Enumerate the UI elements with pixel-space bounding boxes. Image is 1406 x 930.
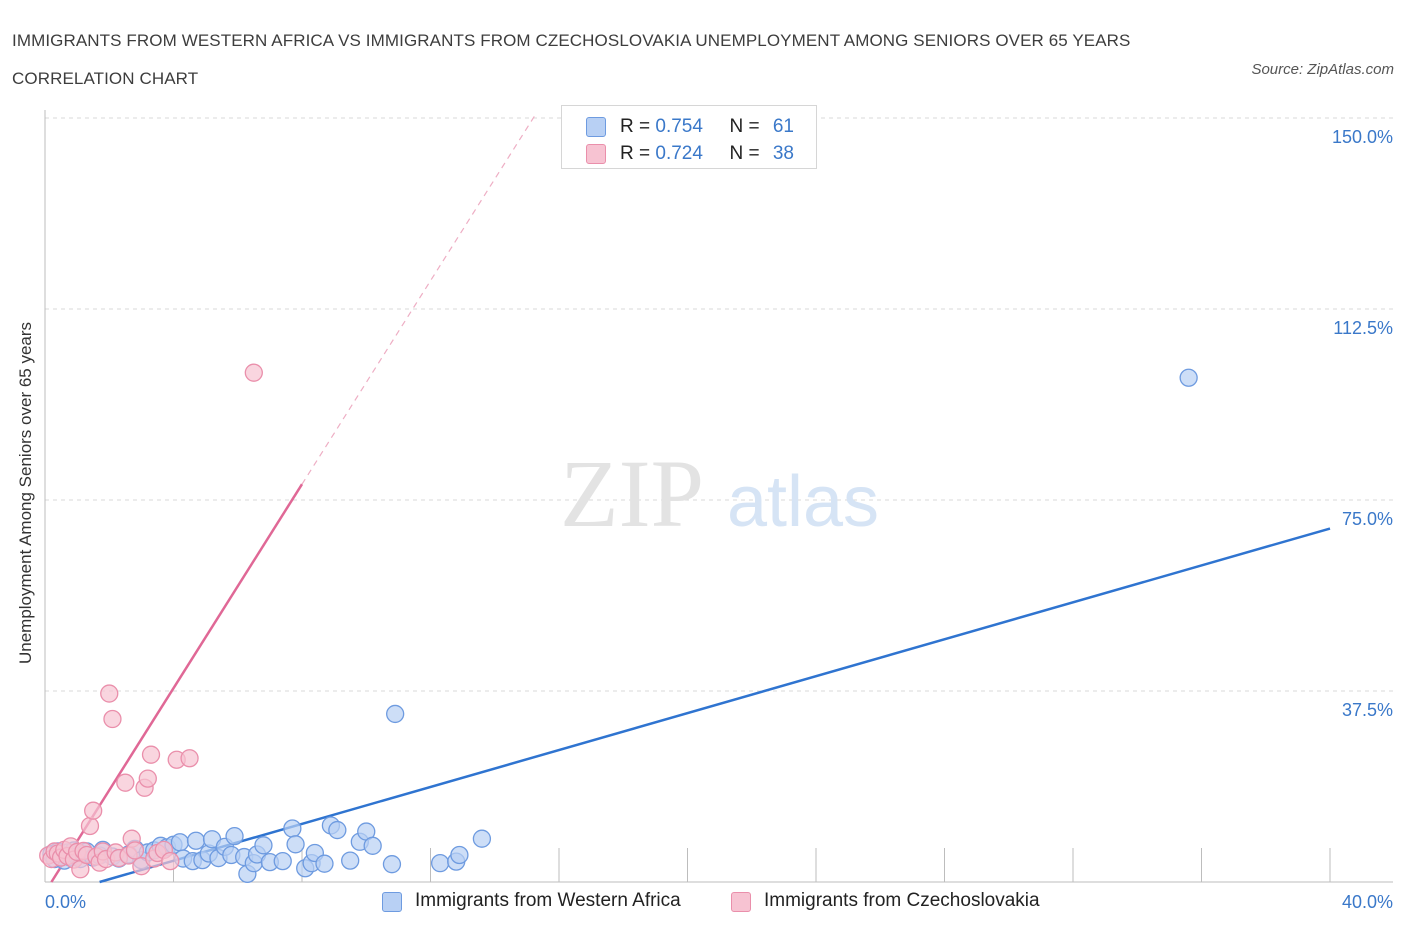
- point-western-africa: [341, 851, 360, 870]
- y-tick-label: 112.5%: [1333, 318, 1393, 338]
- bottom-legend-swatch-blue: [382, 892, 402, 912]
- point-western-africa: [286, 835, 305, 854]
- point-western-africa: [328, 820, 347, 840]
- watermark: ZIP atlas: [560, 440, 879, 547]
- point-czechoslovakia: [180, 749, 199, 768]
- bottom-legend-label: Immigrants from Western Africa: [415, 890, 681, 911]
- point-western-africa: [186, 831, 206, 850]
- legend-n-value: 61: [772, 116, 794, 137]
- y-axis-label: Unemployment Among Seniors over 65 years: [16, 321, 35, 665]
- point-czechoslovakia: [116, 773, 135, 792]
- point-western-africa: [472, 829, 492, 848]
- bottom-legend-swatch-pink: [731, 892, 751, 912]
- legend-r-value: 0.754: [655, 116, 703, 137]
- point-czechoslovakia: [100, 684, 119, 703]
- point-western-africa: [254, 836, 273, 855]
- legend-n-label: N =: [729, 143, 765, 164]
- point-western-africa: [363, 836, 382, 855]
- legend-r-label: R =: [620, 116, 656, 137]
- legend-r-value: 0.724: [655, 143, 703, 164]
- trendline-czechoslovakia-extension: [301, 112, 538, 485]
- point-western-africa: [283, 819, 302, 838]
- y-tick-label: 37.5%: [1342, 700, 1393, 720]
- legend-n-label: N =: [729, 116, 765, 137]
- y-tick-label: 150.0%: [1332, 127, 1393, 147]
- bottom-legend-label: Immigrants from Czechoslovakia: [764, 890, 1040, 911]
- legend-swatch-blue: [586, 117, 606, 137]
- point-western-africa: [273, 851, 292, 871]
- point-western-africa: [382, 855, 402, 874]
- point-western-africa: [225, 827, 244, 846]
- point-czechoslovakia: [141, 745, 161, 764]
- point-western-africa: [170, 833, 190, 852]
- trendline-western-africa: [99, 527, 1331, 884]
- legend: R = 0.754 N = 61 R = 0.724 N = 38: [561, 105, 817, 169]
- chart-title: IMMIGRANTS FROM WESTERN AFRICA VS IMMIGR…: [12, 31, 1131, 88]
- y-tick-label: 75.0%: [1342, 509, 1393, 529]
- point-western-africa: [386, 704, 405, 724]
- point-czechoslovakia: [103, 709, 122, 729]
- legend-r-label: R =: [620, 143, 656, 164]
- watermark-atlas: atlas: [727, 462, 879, 542]
- point-czechoslovakia: [80, 816, 100, 836]
- point-western-africa: [315, 854, 334, 873]
- point-western-africa: [430, 854, 450, 873]
- point-czechoslovakia: [138, 769, 157, 788]
- point-czechoslovakia: [161, 851, 180, 871]
- point-western-africa: [450, 845, 469, 865]
- point-western-africa: [1179, 368, 1198, 387]
- x-tick-label: 40.0%: [1342, 892, 1393, 912]
- point-czechoslovakia: [125, 841, 145, 860]
- source-label: Source: ZipAtlas.com: [1251, 61, 1394, 78]
- legend-swatch-pink: [586, 144, 606, 164]
- x-tick-label: 0.0%: [45, 892, 86, 912]
- legend-n-value: 38: [772, 143, 794, 164]
- watermark-zip: ZIP: [560, 440, 704, 547]
- point-czechoslovakia: [84, 801, 103, 820]
- point-czechoslovakia: [244, 363, 263, 382]
